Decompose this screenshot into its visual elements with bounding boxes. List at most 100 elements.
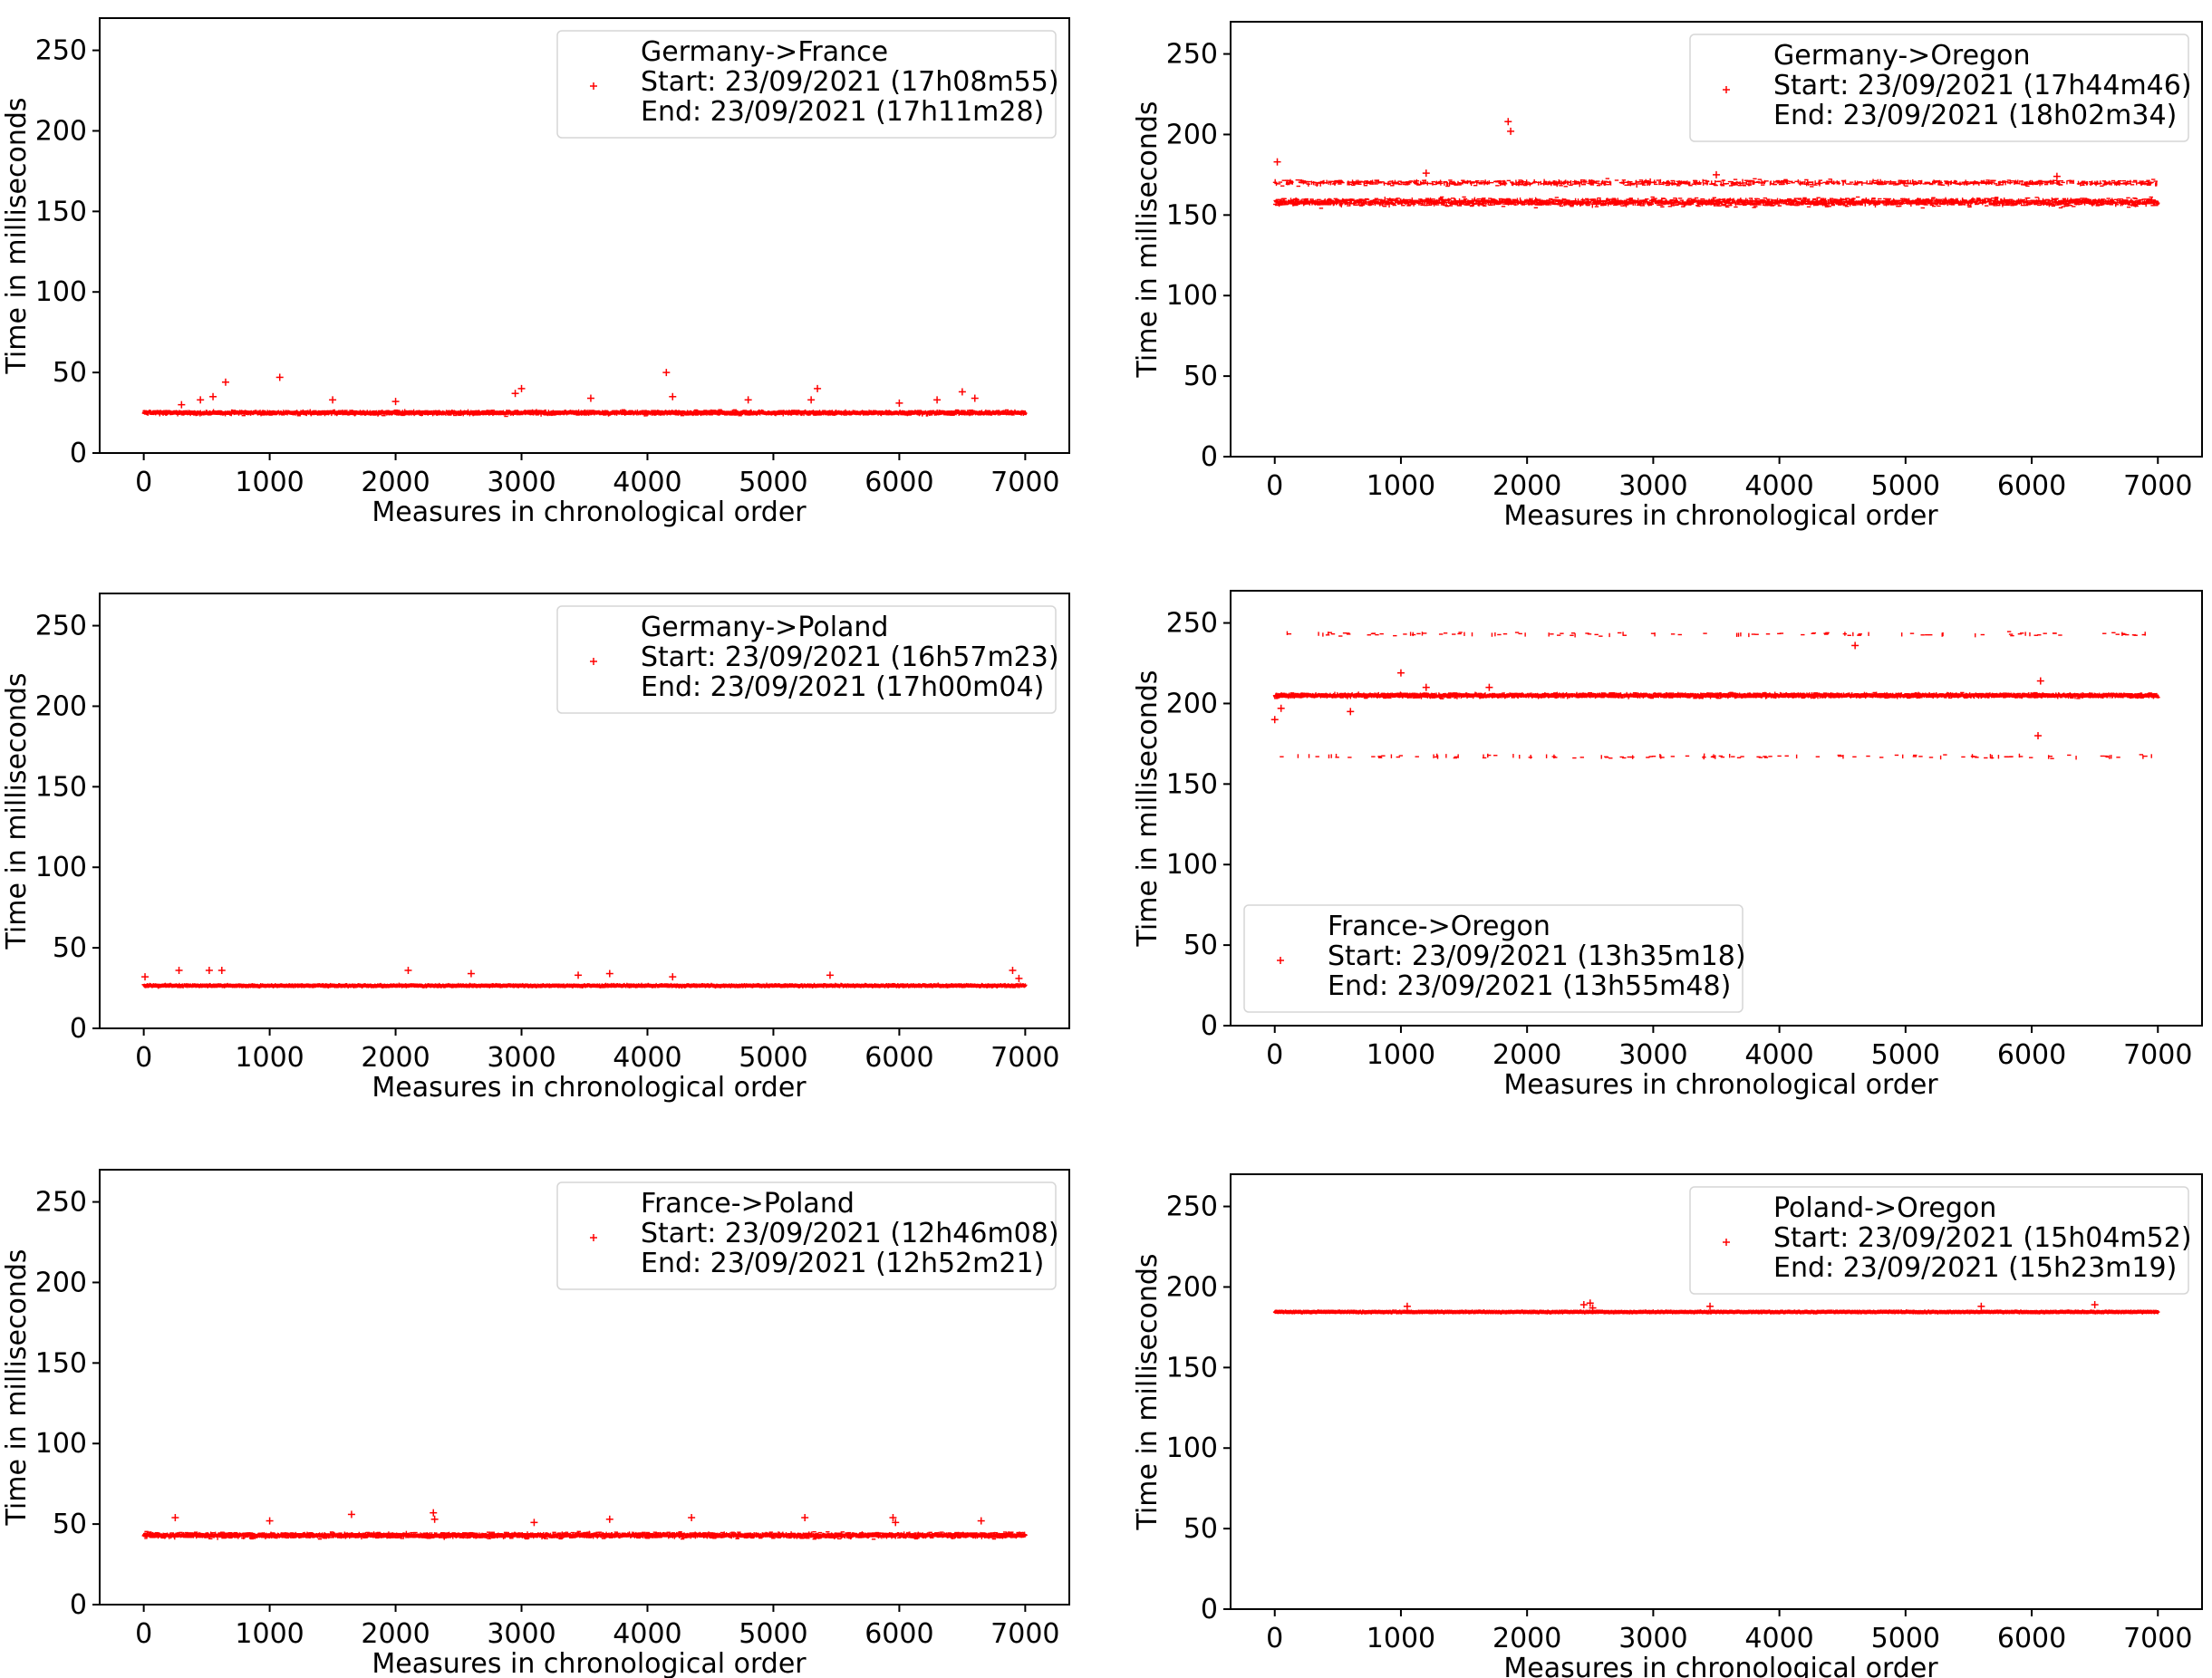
data-point <box>535 410 536 414</box>
data-point <box>190 410 192 415</box>
data-point <box>254 410 256 414</box>
data-point <box>1005 410 1008 416</box>
data-point <box>752 410 755 415</box>
data-point <box>1353 204 1357 206</box>
data-point <box>1378 204 1384 206</box>
data-point <box>1303 199 1309 201</box>
data-point <box>325 413 330 415</box>
data-point <box>247 410 253 412</box>
data-point <box>1004 410 1007 415</box>
data-point <box>967 410 970 416</box>
data-point <box>1700 198 1705 200</box>
data-point <box>1628 180 1633 183</box>
data-point <box>1755 198 1761 200</box>
data-point <box>1660 202 1665 205</box>
data-point <box>1608 198 1612 200</box>
data-point <box>296 415 302 417</box>
data-point <box>741 410 743 415</box>
data-point <box>398 410 400 415</box>
data-point <box>976 410 978 415</box>
data-point <box>628 410 633 412</box>
data-point <box>1002 410 1004 415</box>
data-point <box>1020 410 1023 415</box>
data-point <box>336 410 338 416</box>
data-point <box>1485 199 1490 201</box>
data-point <box>711 410 714 415</box>
data-point <box>360 411 362 416</box>
data-point <box>887 411 890 416</box>
data-point <box>440 411 443 416</box>
data-point <box>1786 204 1791 206</box>
data-point <box>1407 181 1412 184</box>
data-point <box>842 410 845 416</box>
data-point <box>578 410 581 416</box>
data-point <box>1638 179 1644 181</box>
data-point <box>839 410 841 416</box>
data-point <box>981 410 983 416</box>
data-point <box>1691 183 1696 185</box>
data-point <box>829 411 831 416</box>
data-point <box>1694 199 1698 201</box>
data-point <box>1736 199 1742 202</box>
data-point <box>540 412 542 417</box>
data-point <box>1779 198 1784 201</box>
data-point <box>379 410 381 415</box>
data-point <box>1457 182 1462 184</box>
data-point <box>316 411 319 416</box>
data-point <box>1724 182 1729 185</box>
data-point <box>1764 180 1769 182</box>
data-point <box>386 410 389 415</box>
data-point <box>1329 180 1334 182</box>
data-point <box>797 411 799 416</box>
data-point <box>682 410 684 415</box>
data-point <box>678 410 680 414</box>
data-point <box>1762 181 1766 183</box>
data-point <box>922 410 924 415</box>
data-point <box>1671 183 1676 186</box>
data-point <box>597 410 599 415</box>
data-point <box>1590 179 1595 182</box>
data-point <box>1675 183 1679 185</box>
data-point <box>433 411 435 416</box>
data-point <box>1529 182 1533 185</box>
data-point <box>1614 179 1619 181</box>
data-point <box>313 410 314 415</box>
data-point <box>534 410 536 415</box>
data-point <box>239 410 241 414</box>
data-point <box>380 411 382 416</box>
data-point <box>575 410 578 415</box>
data-point <box>879 410 884 412</box>
data-point <box>1573 202 1578 205</box>
data-point <box>1782 202 1787 205</box>
data-point <box>230 409 233 414</box>
data-point <box>1393 198 1397 200</box>
data-point <box>432 410 437 412</box>
data-point <box>319 410 322 415</box>
data-point <box>676 410 678 415</box>
data-point <box>1328 181 1332 183</box>
data-point <box>1479 203 1483 205</box>
data-point <box>805 410 807 415</box>
x-axis-label: Measures in chronological order <box>372 497 807 528</box>
data-point <box>972 410 974 415</box>
data-point <box>913 410 915 415</box>
data-point <box>1667 206 1673 207</box>
data-point <box>1363 185 1368 187</box>
data-point <box>774 411 776 416</box>
data-point <box>151 410 153 415</box>
data-point <box>322 410 324 416</box>
data-point <box>508 409 510 414</box>
data-point <box>1431 198 1435 200</box>
data-point <box>1333 198 1338 200</box>
data-point <box>1549 198 1553 200</box>
data-point <box>1400 182 1405 184</box>
data-point <box>845 410 847 415</box>
data-point <box>588 411 590 416</box>
data-point <box>1732 201 1736 204</box>
data-point <box>383 410 385 415</box>
data-point <box>957 410 959 414</box>
data-point <box>1581 184 1587 186</box>
data-point <box>1786 182 1791 185</box>
data-point <box>998 410 1000 414</box>
data-point <box>1656 179 1661 181</box>
